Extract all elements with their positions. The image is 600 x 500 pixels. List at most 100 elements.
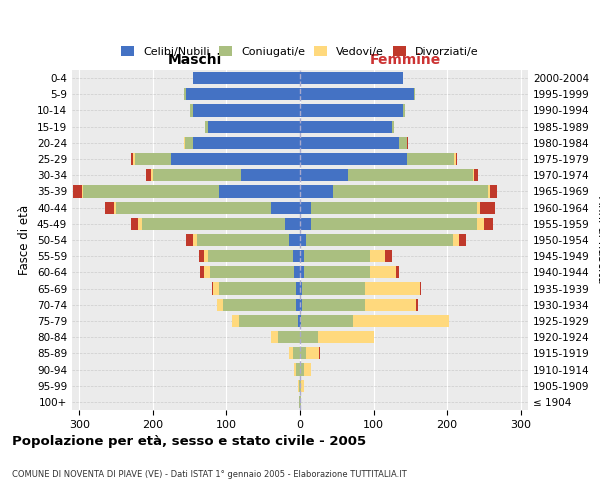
- Bar: [300, 202, 311, 213]
- Bar: [186, 234, 193, 246]
- Text: Popolazione per età, sesso e stato civile - 2005: Popolazione per età, sesso e stato civil…: [12, 435, 366, 448]
- Bar: [302, 298, 365, 311]
- Bar: [300, 88, 414, 101]
- Bar: [407, 153, 454, 165]
- Bar: [407, 137, 408, 149]
- Bar: [304, 266, 370, 278]
- Bar: [300, 396, 301, 408]
- Bar: [293, 250, 300, 262]
- Bar: [301, 315, 353, 327]
- Bar: [473, 169, 475, 181]
- Bar: [300, 169, 348, 181]
- Bar: [184, 137, 185, 149]
- Bar: [285, 218, 300, 230]
- Y-axis label: Anni di nascita: Anni di nascita: [595, 196, 600, 284]
- Bar: [300, 364, 304, 376]
- Bar: [131, 218, 138, 230]
- Bar: [296, 364, 300, 376]
- Bar: [414, 88, 415, 101]
- Bar: [114, 202, 116, 213]
- Bar: [184, 88, 186, 101]
- Bar: [476, 202, 480, 213]
- Bar: [116, 202, 271, 213]
- Bar: [300, 104, 403, 117]
- Bar: [217, 298, 223, 311]
- Bar: [488, 186, 490, 198]
- Bar: [298, 315, 300, 327]
- Bar: [304, 250, 370, 262]
- Bar: [205, 250, 208, 262]
- Bar: [403, 104, 405, 117]
- Bar: [311, 218, 476, 230]
- Bar: [138, 218, 142, 230]
- Bar: [131, 153, 133, 165]
- Bar: [490, 186, 497, 198]
- Bar: [475, 169, 478, 181]
- Bar: [392, 120, 394, 132]
- Bar: [370, 266, 395, 278]
- Bar: [171, 153, 300, 165]
- Bar: [300, 186, 333, 198]
- Bar: [208, 250, 293, 262]
- Bar: [300, 315, 301, 327]
- Bar: [205, 120, 208, 132]
- Bar: [293, 348, 300, 360]
- Bar: [306, 234, 453, 246]
- Bar: [239, 315, 298, 327]
- Bar: [304, 364, 311, 376]
- Bar: [399, 137, 407, 149]
- Bar: [385, 250, 392, 262]
- Bar: [300, 218, 311, 230]
- Bar: [185, 137, 193, 149]
- Bar: [193, 104, 300, 117]
- Bar: [133, 153, 134, 165]
- Bar: [459, 234, 466, 246]
- Bar: [146, 169, 151, 181]
- Bar: [454, 153, 456, 165]
- Bar: [209, 266, 294, 278]
- Bar: [348, 169, 473, 181]
- Bar: [105, 202, 114, 213]
- Legend: Celibi/Nubili, Coniugati/e, Vedovi/e, Divorziati/e: Celibi/Nubili, Coniugati/e, Vedovi/e, Di…: [117, 42, 483, 61]
- Bar: [199, 250, 205, 262]
- Bar: [301, 380, 304, 392]
- Bar: [370, 250, 385, 262]
- Bar: [300, 234, 306, 246]
- Y-axis label: Fasce di età: Fasce di età: [19, 205, 31, 275]
- Bar: [365, 298, 416, 311]
- Bar: [319, 331, 374, 343]
- Bar: [300, 250, 304, 262]
- Bar: [300, 153, 407, 165]
- Bar: [333, 186, 488, 198]
- Bar: [311, 202, 476, 213]
- Bar: [219, 282, 296, 294]
- Bar: [300, 348, 306, 360]
- Bar: [134, 153, 171, 165]
- Bar: [420, 282, 421, 294]
- Bar: [203, 266, 209, 278]
- Bar: [213, 282, 219, 294]
- Bar: [83, 186, 219, 198]
- Text: Maschi: Maschi: [168, 52, 222, 66]
- Bar: [300, 72, 403, 84]
- Bar: [302, 282, 365, 294]
- Bar: [484, 218, 493, 230]
- Bar: [306, 348, 319, 360]
- Bar: [278, 331, 300, 343]
- Bar: [300, 282, 302, 294]
- Text: Femmine: Femmine: [369, 52, 440, 66]
- Bar: [219, 186, 300, 198]
- Bar: [193, 72, 300, 84]
- Bar: [300, 380, 301, 392]
- Bar: [453, 234, 459, 246]
- Bar: [193, 137, 300, 149]
- Bar: [186, 88, 300, 101]
- Bar: [456, 153, 457, 165]
- Bar: [353, 315, 449, 327]
- Bar: [300, 137, 399, 149]
- Bar: [294, 364, 296, 376]
- Bar: [296, 298, 300, 311]
- Bar: [289, 234, 300, 246]
- Bar: [300, 331, 319, 343]
- Bar: [299, 380, 300, 392]
